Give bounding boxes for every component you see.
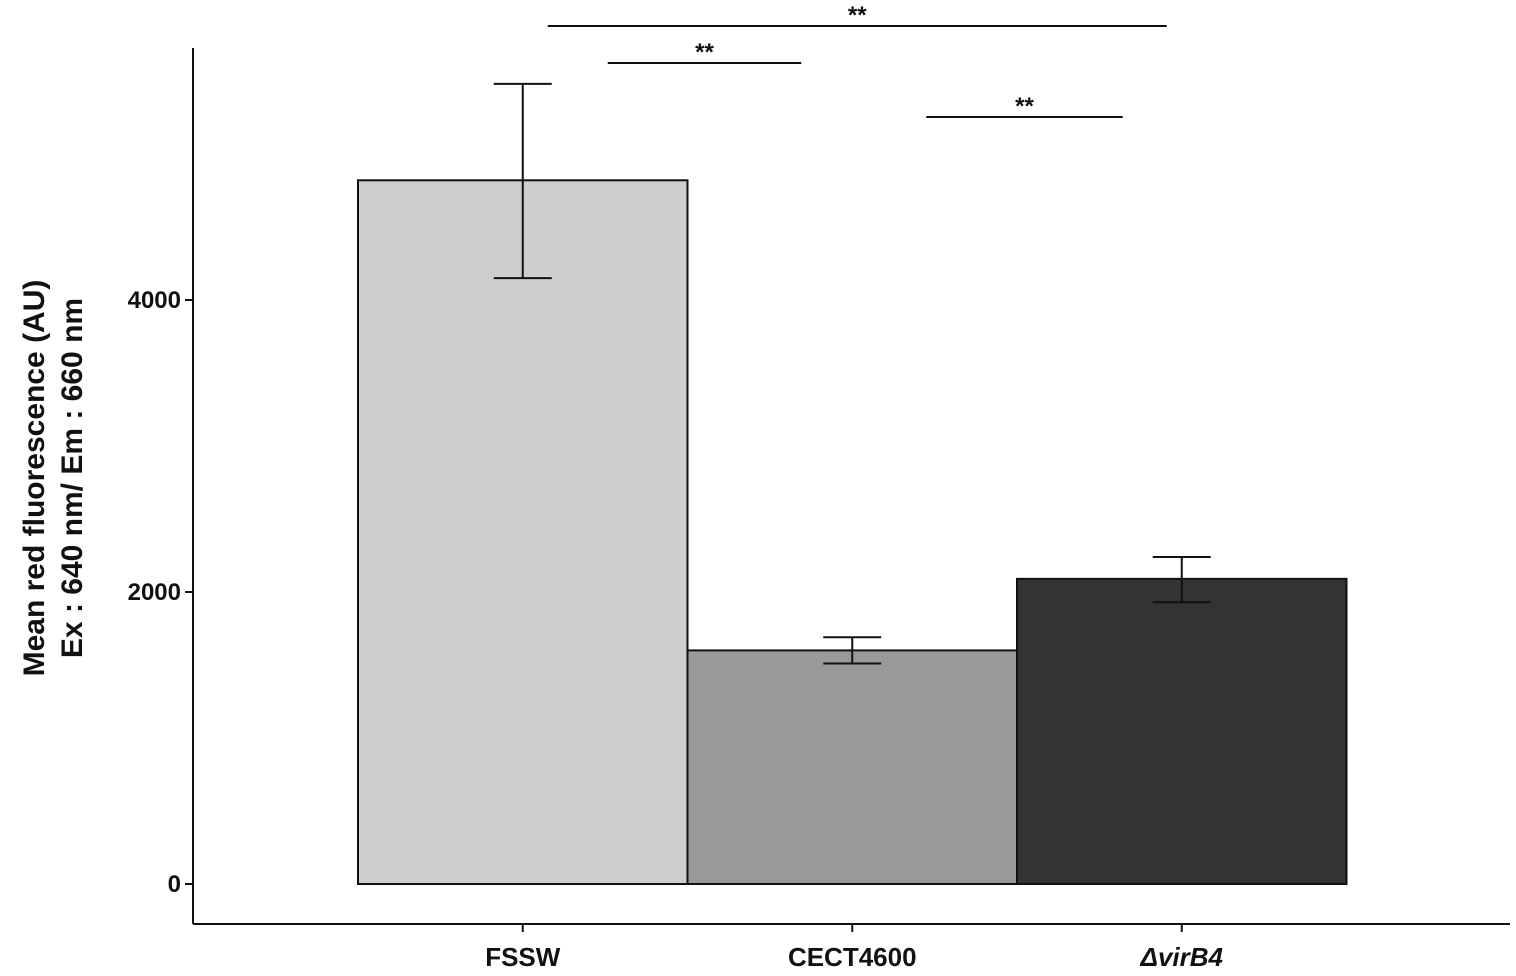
significance-label-0: **: [695, 39, 714, 66]
x-tick-label-0: FSSW: [485, 942, 561, 972]
significance-label-2: **: [848, 2, 867, 29]
y-axis-label-line2: Ex : 640 nm/ Em : 660 nm: [56, 298, 89, 658]
y-axis-label-line1: Mean red fluorescence (AU): [18, 280, 51, 677]
y-tick-label-1: 2000: [128, 579, 181, 606]
plot-area: 0 2000 4000 FSSW CECT4600 ΔvirB4 ** ** **: [128, 2, 1510, 972]
y-axis-label: Mean red fluorescence (AU) Ex : 640 nm/ …: [18, 280, 89, 677]
y-tick-label-0: 0: [168, 871, 181, 898]
bar-2: [1016, 577, 1348, 885]
bar-0: [357, 179, 689, 885]
x-tick-label-2: ΔvirB4: [1140, 942, 1224, 972]
bar-1: [686, 649, 1018, 886]
significance-label-1: **: [1015, 93, 1034, 120]
x-tick-label-1: CECT4600: [788, 942, 917, 972]
y-tick-label-2: 4000: [128, 287, 181, 314]
